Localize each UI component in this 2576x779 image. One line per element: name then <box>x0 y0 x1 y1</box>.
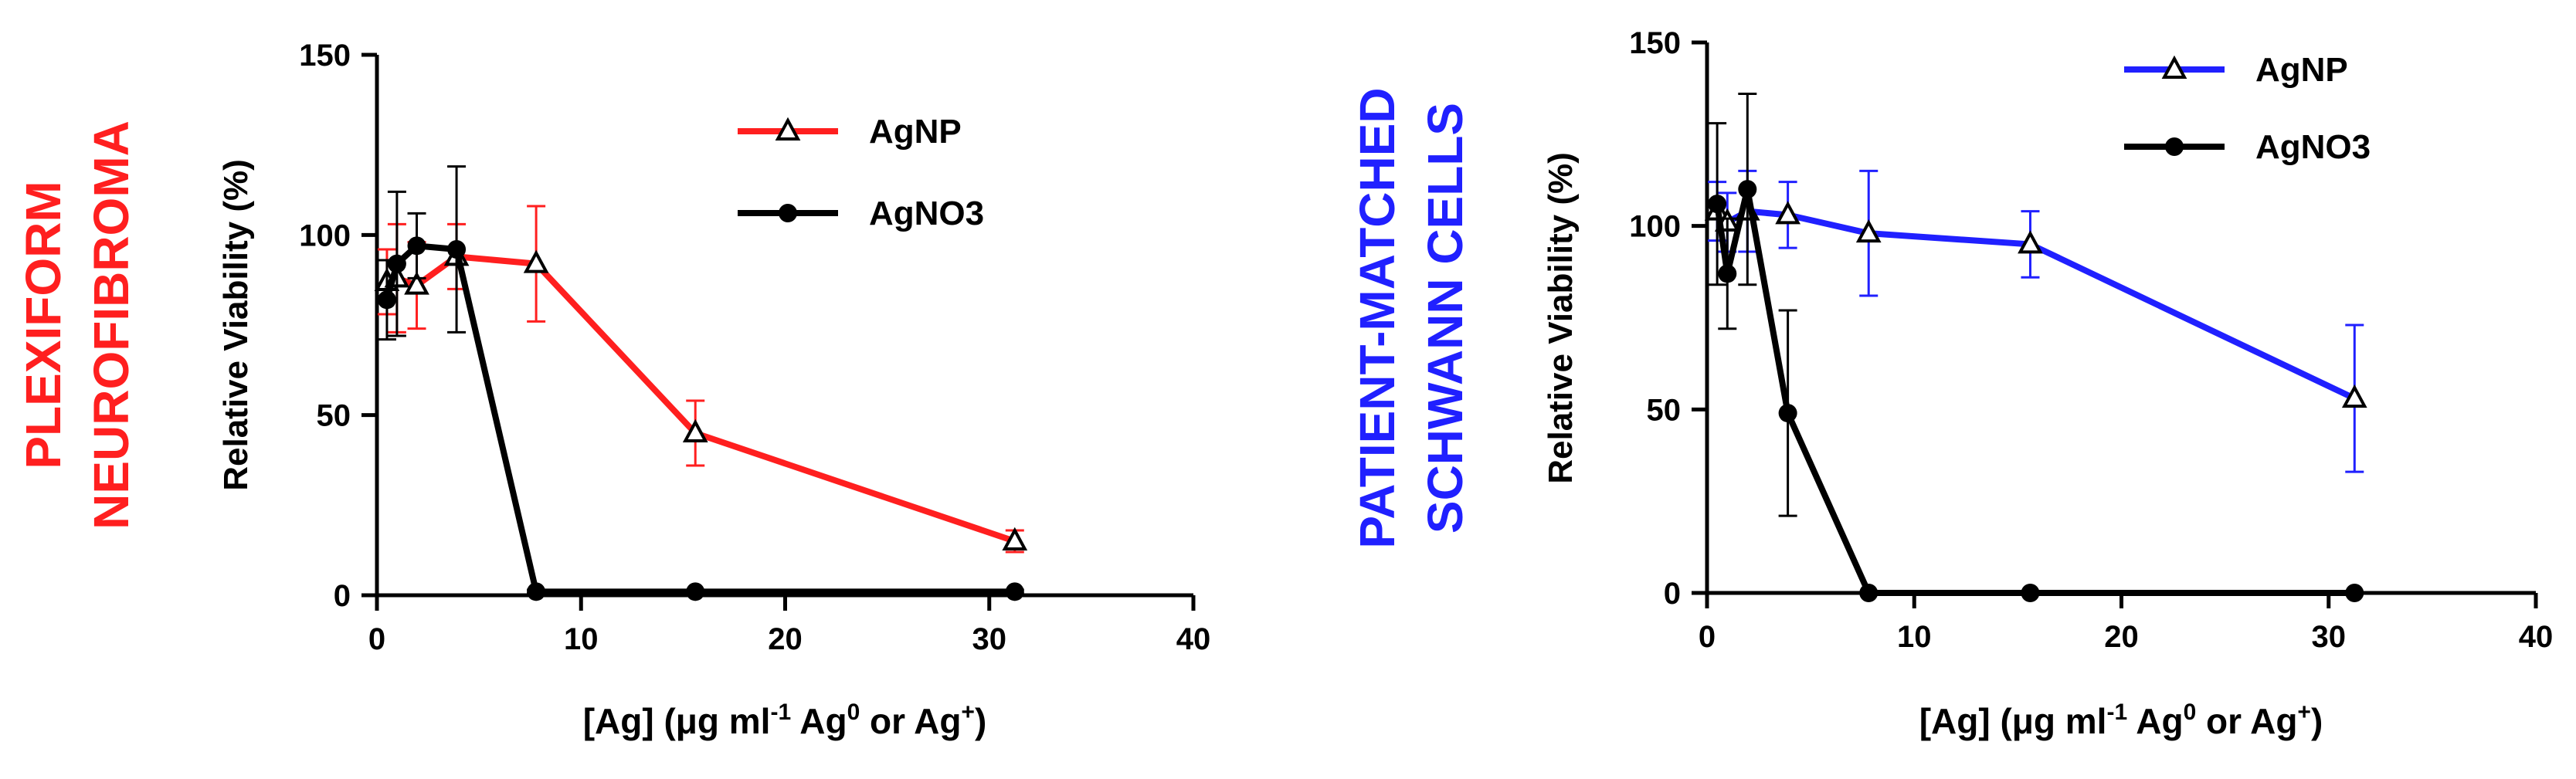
legend-label: AgNP <box>2255 51 2348 89</box>
x-axis-label-part: Ag <box>791 701 847 741</box>
x-axis-label-part: ) <box>2311 701 2323 741</box>
series-line <box>385 253 1016 544</box>
y-tick-label: 150 <box>1629 26 1681 60</box>
legend-marker-circle <box>2165 137 2184 156</box>
x-tick-label: 40 <box>2519 620 2554 654</box>
side-label-line-2: SCHWANN CELLS <box>1417 103 1473 533</box>
data-point-triangle <box>523 249 549 273</box>
data-point-triangle <box>1002 527 1028 550</box>
x-axis-label-part: -1 <box>770 699 791 725</box>
x-axis-label-part: or Ag <box>2196 701 2297 741</box>
x-axis-label-part: -1 <box>2106 699 2127 725</box>
series-agnp <box>374 205 1028 554</box>
x-axis-label-part: 0 <box>2184 699 2197 725</box>
x-tick-label: 30 <box>2312 620 2347 654</box>
data-point-triangle <box>2018 230 2043 254</box>
y-tick-label: 0 <box>334 579 351 613</box>
series-line <box>384 242 1015 595</box>
x-axis-label: [Ag] (μg ml-1 Ag0 or Ag+) <box>1919 699 2323 741</box>
y-tick-label: 0 <box>1664 577 1681 611</box>
data-point-triangle <box>1775 201 1800 225</box>
legend-label: AgNP <box>869 113 962 151</box>
x-tick-label: 0 <box>1699 620 1716 654</box>
data-point-triangle <box>1855 218 1882 243</box>
data-point-triangle <box>2341 384 2367 408</box>
x-axis-label-part: [Ag] (μg ml <box>1919 701 2107 741</box>
x-tick-label: 10 <box>564 622 599 656</box>
x-tick-label: 0 <box>368 622 385 656</box>
x-tick-label: 30 <box>972 622 1007 656</box>
data-point-triangle <box>404 271 429 295</box>
legend-label: AgNO3 <box>2255 128 2371 166</box>
x-axis-label-part: + <box>2297 699 2311 725</box>
y-axis-label: Relative Viability (%) <box>1542 152 1580 484</box>
chart-panel-1: PLEXIFORM NEUROFIBROMA 0 50 100 150 0 10 20 30 40 R… <box>15 39 1210 741</box>
legend-label: AgNO3 <box>869 195 984 232</box>
x-axis-label-part: [Ag] (μg ml <box>583 701 771 741</box>
y-tick-label: 150 <box>299 39 351 73</box>
series-agnp <box>1704 169 2367 473</box>
legend-marker-circle <box>779 204 797 222</box>
series-agno3 <box>1708 93 2364 602</box>
y-tick-label: 100 <box>1629 210 1681 244</box>
y-tick-label: 50 <box>317 399 351 433</box>
x-tick-label: 20 <box>768 622 803 656</box>
side-label: PLEXIFORM NEUROFIBROMA <box>15 120 139 530</box>
data-point-circle <box>1859 584 1879 602</box>
side-label-line-1: PLEXIFORM <box>15 181 71 469</box>
data-point-triangle <box>682 418 708 442</box>
series-line <box>1715 208 2356 401</box>
data-point-circle <box>2021 584 2040 602</box>
data-point-circle <box>686 582 705 601</box>
x-tick-label: 40 <box>1176 622 1211 656</box>
data-point-circle <box>387 254 406 273</box>
x-axis-label-part: + <box>961 699 975 725</box>
data-point-circle <box>1708 195 1727 214</box>
x-axis-label-part: 0 <box>847 699 860 725</box>
x-axis-label: [Ag] (μg ml-1 Ag0 or Ag+) <box>583 699 987 741</box>
y-axis-label: Relative Viability (%) <box>217 159 255 491</box>
y-tick-label: 100 <box>299 218 351 252</box>
side-label-line-2: NEUROFIBROMA <box>83 120 139 530</box>
data-point-circle <box>527 582 546 601</box>
series-agno3 <box>377 165 1024 601</box>
data-point-circle <box>377 290 396 310</box>
legend-marker-triangle <box>775 117 801 141</box>
legend-marker-triangle <box>2161 55 2187 79</box>
data-point-circle <box>1778 404 1797 423</box>
x-tick-label: 10 <box>1897 620 1932 654</box>
x-tick-label: 20 <box>2104 620 2139 654</box>
data-point-circle <box>2345 584 2364 602</box>
y-tick-label: 50 <box>1647 393 1682 427</box>
side-label: PATIENT-MATCHED SCHWANN CELLS <box>1349 87 1473 548</box>
data-point-circle <box>1005 582 1024 601</box>
x-axis-label-part: Ag <box>2127 701 2183 741</box>
x-axis-label-part: or Ag <box>860 701 961 741</box>
data-point-circle <box>1738 180 1757 199</box>
side-label-line-1: PATIENT-MATCHED <box>1349 87 1405 548</box>
data-point-circle <box>1718 264 1737 283</box>
data-point-circle <box>407 236 426 256</box>
x-axis-label-part: ) <box>975 701 986 741</box>
data-point-circle <box>447 240 467 259</box>
